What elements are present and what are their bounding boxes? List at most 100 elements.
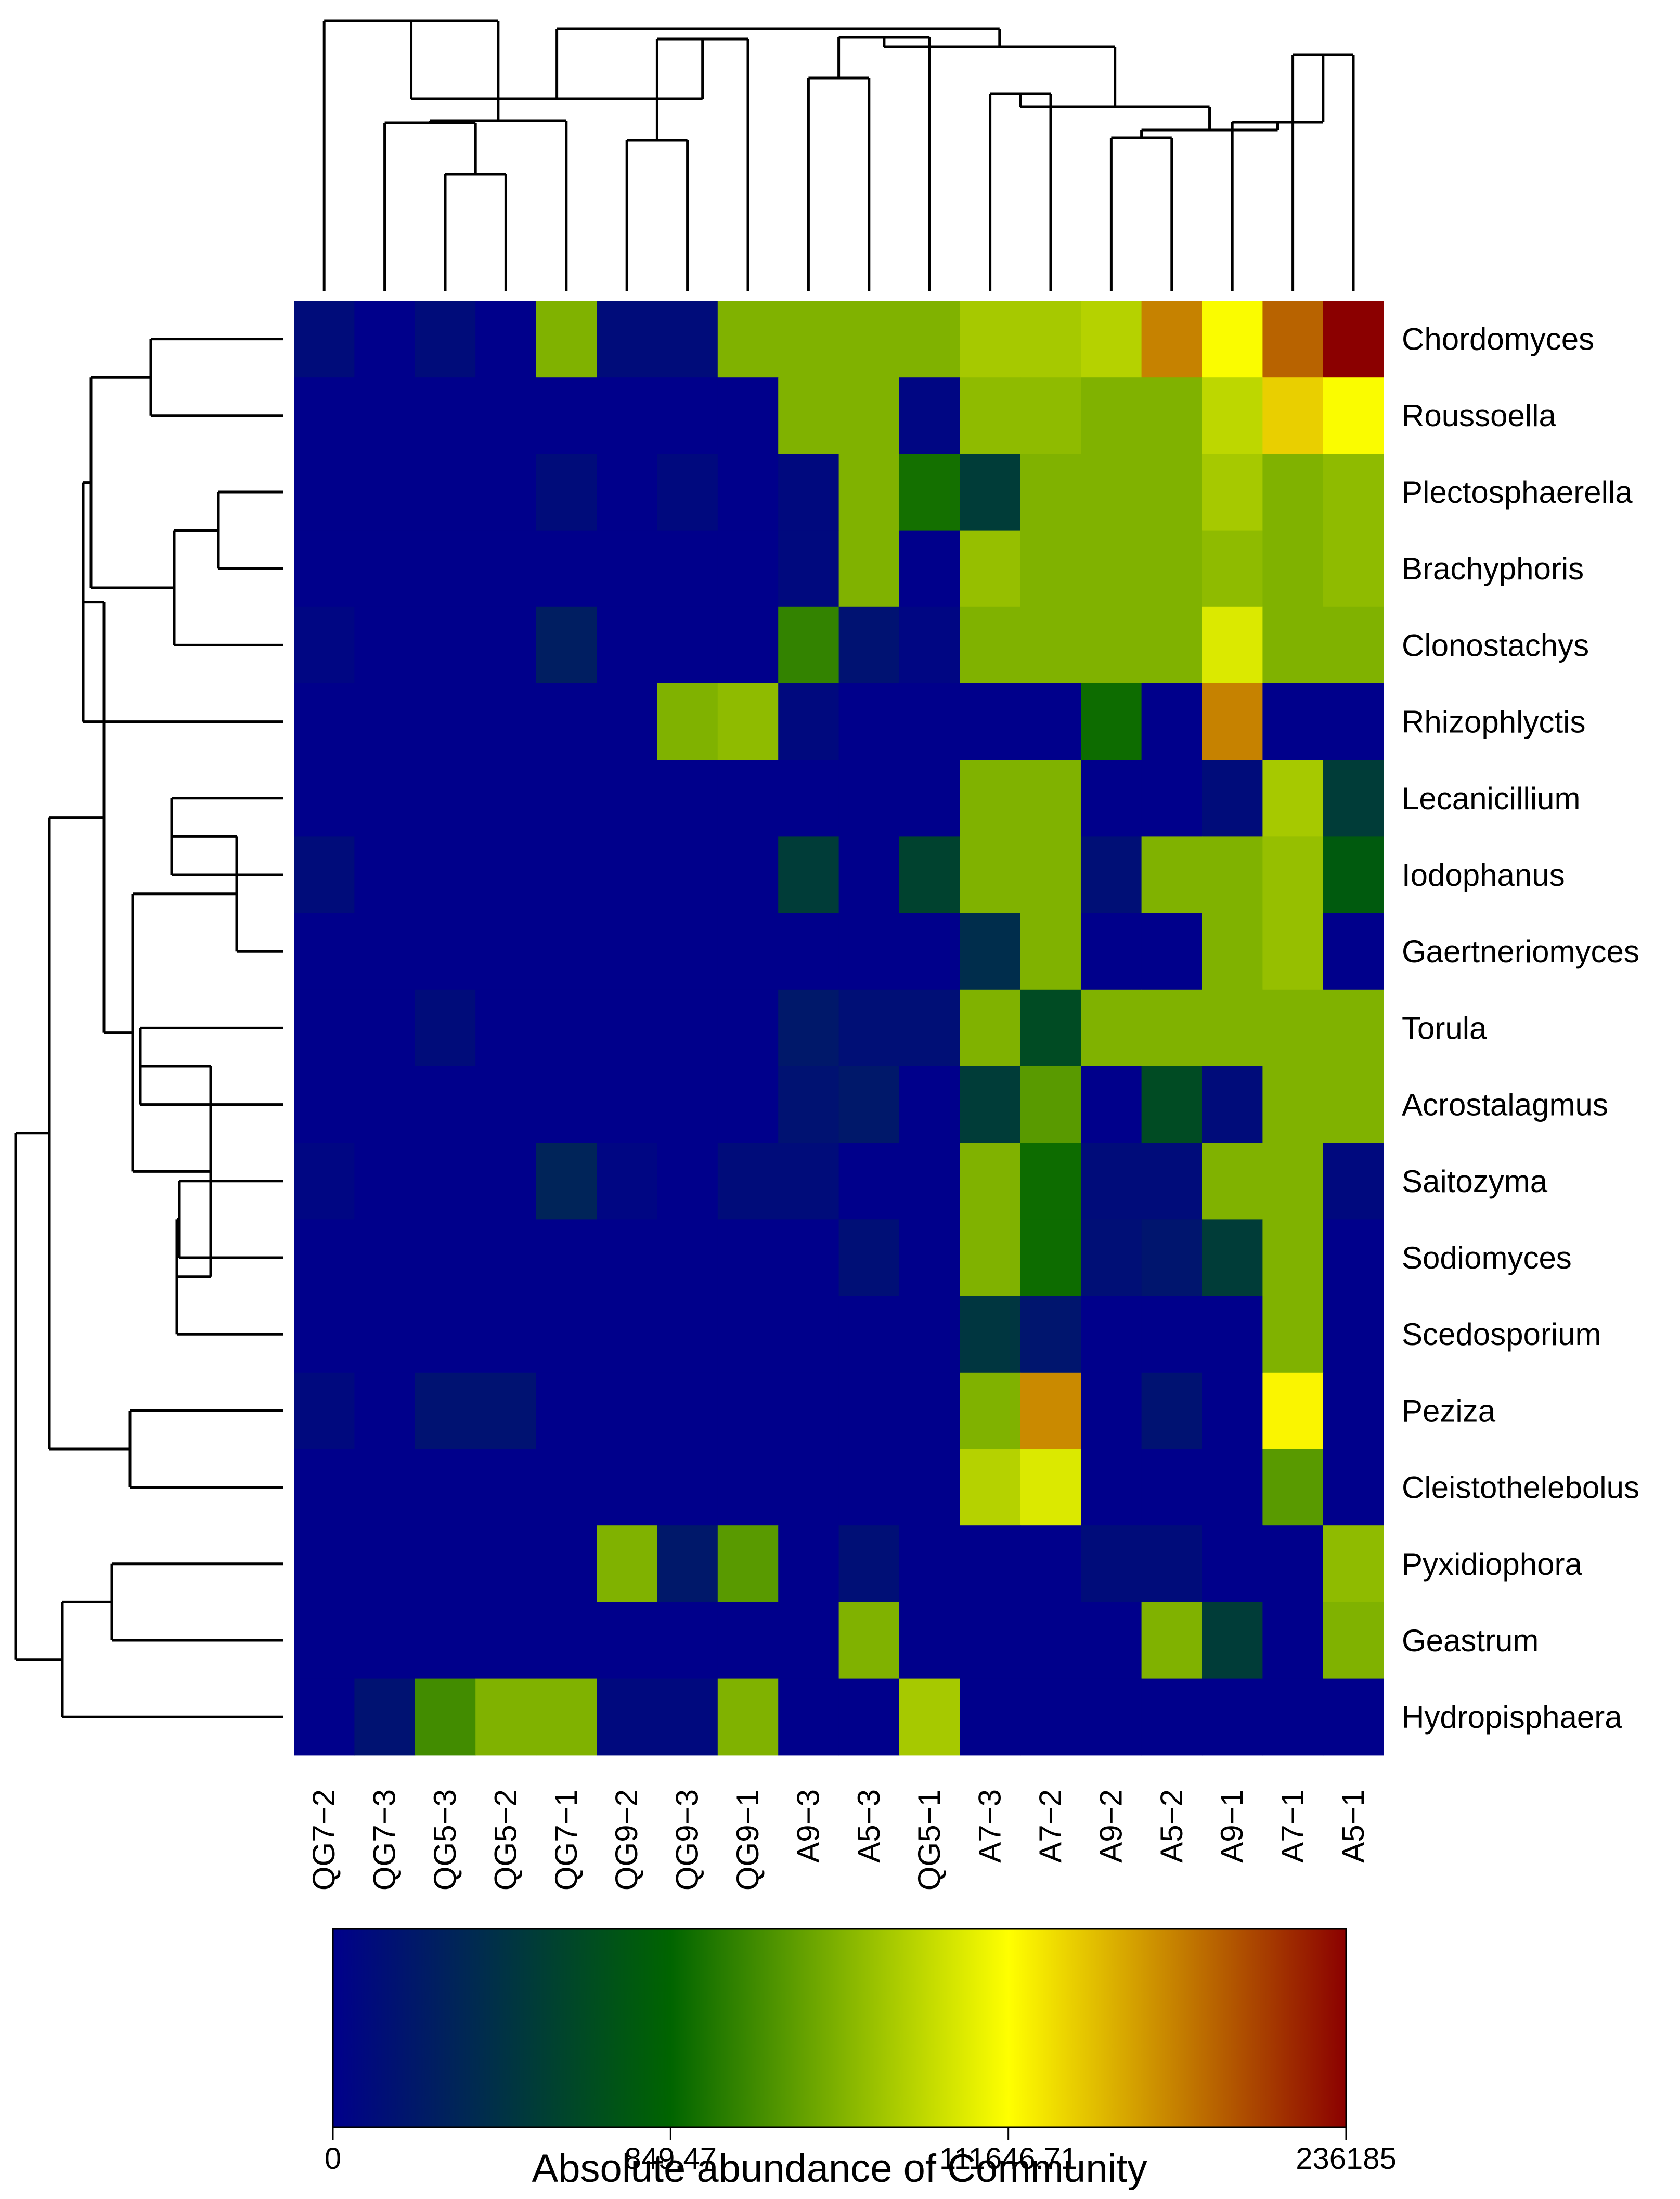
heatmap-cell	[899, 377, 960, 454]
heatmap-cell	[1141, 1525, 1203, 1602]
heatmap-cell	[1323, 989, 1384, 1067]
heatmap-cell	[597, 683, 657, 760]
heatmap-cell	[354, 836, 416, 914]
heatmap-cell	[1081, 1525, 1142, 1602]
heatmap-cell	[1202, 989, 1263, 1067]
heatmap-cell	[294, 1143, 355, 1220]
heatmap-cell	[717, 530, 779, 607]
column-dendrogram	[322, 19, 1355, 291]
heatmap-cell	[1262, 301, 1324, 378]
heatmap-cell	[294, 836, 355, 914]
heatmap-grid	[294, 301, 1384, 1756]
heatmap-cell	[415, 1372, 476, 1450]
heatmap-cell	[1202, 606, 1263, 684]
heatmap-cell	[717, 1525, 779, 1602]
heatmap-cell	[838, 1525, 900, 1602]
heatmap-cell	[597, 1066, 657, 1143]
row-label: Scedosporium	[1402, 1317, 1601, 1352]
heatmap-cell	[415, 913, 476, 990]
heatmap-cell	[597, 1219, 657, 1297]
heatmap-cell	[294, 1219, 355, 1297]
heatmap-cell	[838, 1678, 900, 1756]
row-label: Saitozyma	[1402, 1164, 1548, 1199]
heatmap-cell	[536, 1602, 597, 1679]
heatmap-cell	[778, 1678, 839, 1756]
heatmap-cell	[294, 760, 355, 837]
heatmap-cell	[1202, 377, 1263, 454]
heatmap-cell	[838, 1296, 900, 1373]
heatmap-cell	[354, 1219, 416, 1297]
heatmap-cell	[475, 530, 537, 607]
heatmap-cell	[1020, 606, 1081, 684]
heatmap-cell	[1202, 1678, 1263, 1756]
heatmap-cell	[294, 530, 355, 607]
heatmap-cell	[657, 1678, 718, 1756]
heatmap-cell	[1323, 760, 1384, 837]
row-label: Cleistothelebolus	[1402, 1470, 1639, 1505]
heatmap-cell	[960, 836, 1021, 914]
column-label: QG9−3	[670, 1789, 705, 1891]
legend-tick-label: 0	[325, 2142, 341, 2176]
column-label: A5−3	[851, 1789, 886, 1863]
heatmap-cell	[1141, 606, 1203, 684]
heatmap-cell	[1020, 1449, 1081, 1526]
heatmap-cell	[1323, 1602, 1384, 1679]
heatmap-cell	[778, 1219, 839, 1297]
row-label: Hydropisphaera	[1402, 1700, 1622, 1735]
heatmap-cell	[1323, 1219, 1384, 1297]
heatmap-cell	[354, 1525, 416, 1602]
column-labels: QG7−2 QG7−3 QG5−3 QG5−2 QG7−1 QG9−2 QG9−3 QG9−1…	[306, 1789, 1371, 1891]
row-label: Chordomyces	[1402, 322, 1594, 357]
heatmap-cell	[536, 530, 597, 607]
heatmap-cell	[354, 377, 416, 454]
heatmap-cell	[657, 1143, 718, 1220]
heatmap-cell	[475, 913, 537, 990]
heatmap-cell	[1141, 1143, 1203, 1220]
heatmap-cell	[778, 377, 839, 454]
heatmap-cell	[1141, 1296, 1203, 1373]
heatmap-cell	[1323, 913, 1384, 990]
heatmap-cell	[960, 913, 1021, 990]
heatmap-cell	[1081, 1296, 1142, 1373]
heatmap-cell	[1020, 836, 1081, 914]
heatmap-cell	[717, 913, 779, 990]
heatmap-cell	[657, 606, 718, 684]
heatmap-cell	[1202, 1449, 1263, 1526]
heatmap-cell	[597, 913, 657, 990]
heatmap-cell	[838, 1602, 900, 1679]
heatmap-cell	[294, 1372, 355, 1450]
heatmap-cell	[778, 1449, 839, 1526]
heatmap-cell	[899, 683, 960, 760]
column-label: A7−1	[1275, 1789, 1310, 1863]
heatmap-cell	[960, 683, 1021, 760]
heatmap-cell	[960, 1525, 1021, 1602]
heatmap-cell	[1141, 1449, 1203, 1526]
heatmap-cell	[1262, 606, 1324, 684]
heatmap-cell	[1323, 1143, 1384, 1220]
heatmap-cell	[536, 454, 597, 531]
heatmap-cell	[778, 1602, 839, 1679]
column-label: QG7−3	[367, 1789, 402, 1891]
row-labels: Chordomyces Roussoella Plectosphaerella Bra…	[1402, 322, 1639, 1735]
column-label: QG9−1	[730, 1789, 765, 1891]
heatmap-cell	[294, 989, 355, 1067]
heatmap-cell	[778, 683, 839, 760]
heatmap-cell	[838, 377, 900, 454]
heatmap-cell	[475, 1066, 537, 1143]
heatmap-cell	[1020, 530, 1081, 607]
heatmap-cell	[536, 1143, 597, 1220]
heatmap-cell	[294, 1525, 355, 1602]
heatmap-cell	[1323, 836, 1384, 914]
heatmap-cell	[657, 683, 718, 760]
heatmap-cell	[294, 606, 355, 684]
heatmap-cell	[1262, 1143, 1324, 1220]
heatmap-cell	[717, 683, 779, 760]
heatmap-cell	[838, 760, 900, 837]
heatmap-cell	[1323, 454, 1384, 531]
heatmap-cell	[354, 1143, 416, 1220]
heatmap-cell	[415, 1678, 476, 1756]
heatmap-cell	[778, 1143, 839, 1220]
heatmap-cell	[475, 989, 537, 1067]
heatmap-cell	[778, 1372, 839, 1450]
heatmap-cell	[1081, 530, 1142, 607]
